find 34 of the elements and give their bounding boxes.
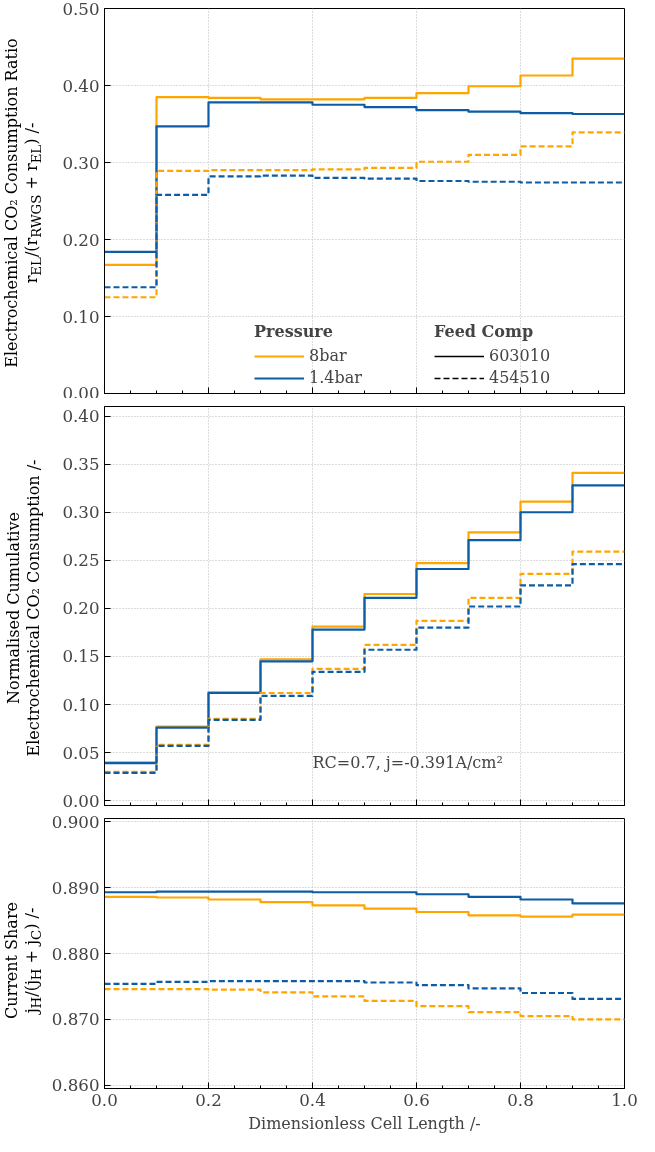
y-tick-label: 0.40 [62, 407, 100, 427]
x-tick-label: 1.0 [611, 1090, 638, 1110]
legend-label: 1.4bar [309, 368, 362, 387]
y-tick-label: 0.870 [51, 1010, 100, 1030]
y-tick-label: 0.00 [62, 383, 100, 403]
annotation: 603010 [489, 346, 551, 365]
y-tick-label: 0.05 [62, 743, 100, 763]
x-tick-label: 0.4 [299, 1090, 326, 1110]
annotation: Feed Comp [434, 322, 535, 341]
y-tick-label: 0.50 [62, 0, 100, 19]
x-tick-label: 0.6 [403, 1090, 430, 1110]
x-tick-label: 0.0 [91, 1090, 118, 1110]
x-tick-label: 0.8 [507, 1090, 534, 1110]
y-tick-label: 0.25 [62, 551, 100, 571]
y-tick-label: 0.880 [51, 944, 100, 964]
annotation: 454510 [489, 368, 551, 387]
y-tick-label: 0.20 [62, 230, 100, 250]
y-tick-label: 0.10 [62, 307, 100, 327]
y-tick-label: 0.35 [62, 455, 100, 475]
x-tick-label: 0.2 [195, 1090, 222, 1110]
y-tick-label: 0.15 [62, 647, 100, 667]
y-tick-label: 0.900 [51, 812, 100, 832]
y-tick-label: 0.20 [62, 599, 100, 619]
y-tick-label: 0.40 [62, 76, 100, 96]
y-tick-label: 0.890 [51, 878, 100, 898]
legend-title: Pressure [254, 322, 334, 341]
y-tick-label: 0.10 [62, 695, 100, 715]
y-tick-label: 0.00 [62, 791, 100, 811]
legend-label: 8bar [309, 346, 347, 365]
y-tick-label: 0.30 [62, 503, 100, 523]
annotation: RC=0.7, j=-0.391A/cm² [312, 752, 503, 772]
y-tick-label: 0.30 [62, 153, 100, 173]
x-axis-title: Dimensionless Cell Length /- [248, 1113, 481, 1133]
y-axis-title: Normalised Cumulative Electrochemical CO₂ Consumption /- [4, 459, 44, 757]
